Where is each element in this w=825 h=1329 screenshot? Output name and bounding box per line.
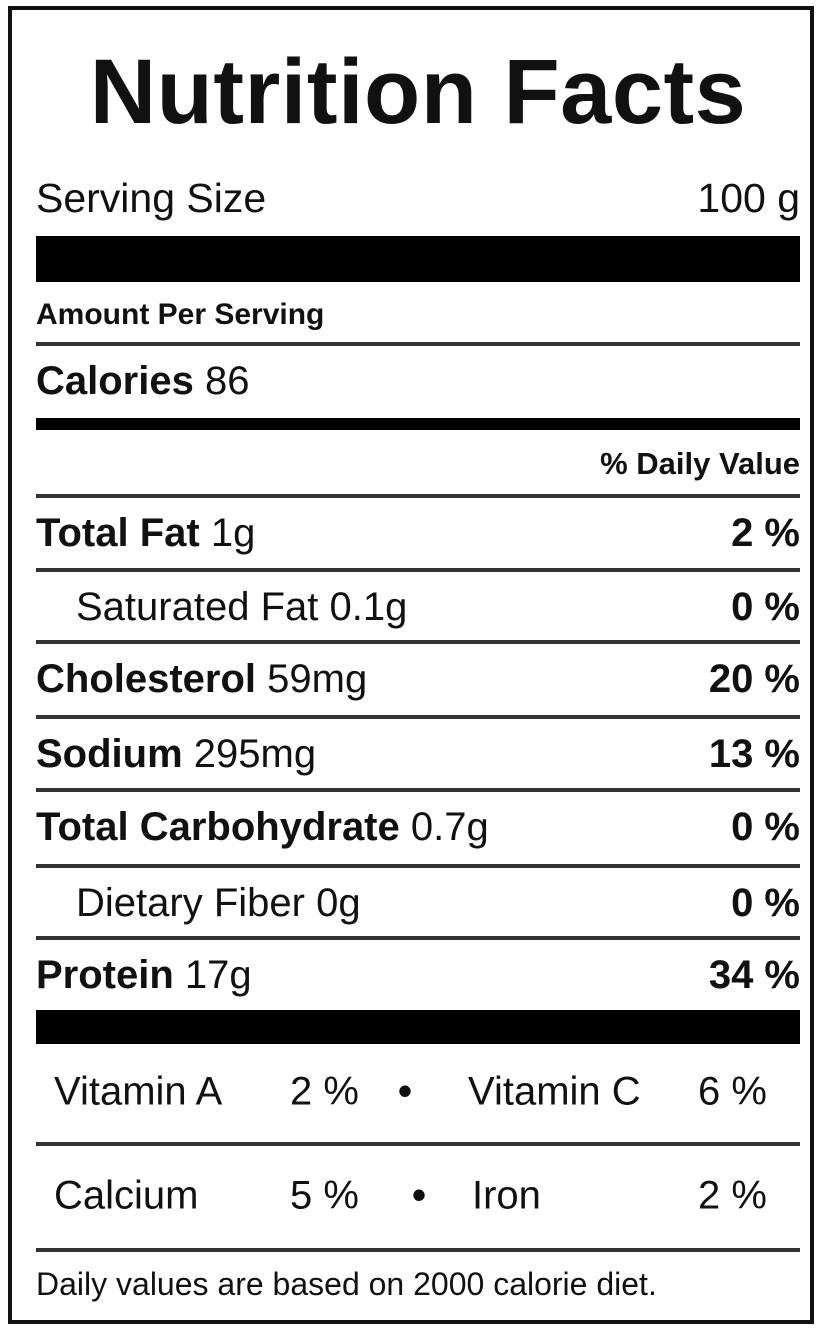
divider [36, 1142, 800, 1146]
nutrient-amount: 17g [184, 952, 252, 997]
calcium-label: Calcium [54, 1173, 199, 1218]
nutrient-name: Protein [36, 952, 174, 997]
calories-label: Calories [36, 358, 194, 403]
nutrient-name: Saturated Fat [76, 584, 319, 629]
minerals-row: Calcium 5 % • Iron 2 % [36, 1148, 800, 1244]
divider [36, 640, 800, 644]
divider [36, 342, 800, 346]
nutrient-row-protein: Protein 17g 34 % [36, 940, 800, 1010]
nutrient-daily-value: 0 % [731, 880, 800, 925]
divider [36, 864, 800, 868]
divider [36, 1248, 800, 1252]
thick-divider [36, 1010, 800, 1044]
nutrition-label: Nutrition Facts Serving Size 100 g Amoun… [8, 6, 814, 1324]
nutrient-amount: 0g [316, 880, 361, 925]
serving-size-row: Serving Size 100 g [36, 170, 800, 226]
nutrition-label-content: Nutrition Facts Serving Size 100 g Amoun… [36, 10, 800, 1320]
nutrient-amount: 0.1g [329, 584, 408, 629]
medium-divider [36, 418, 800, 430]
nutrient-name: Total Carbohydrate [36, 804, 400, 849]
nutrient-name: Dietary Fiber [76, 880, 305, 925]
iron-label: Iron [472, 1173, 541, 1218]
vitamin-c-label: Vitamin C [468, 1069, 641, 1114]
nutrient-daily-value: 13 % [708, 731, 800, 776]
nutrient-row-dietary-fiber: Dietary Fiber 0g 0 % [36, 868, 800, 938]
nutrient-row-sodium: Sodium 295mg 13 % [36, 719, 800, 789]
label-title: Nutrition Facts [89, 41, 747, 143]
nutrient-row-saturated-fat: Saturated Fat 0.1g 0 % [36, 572, 800, 642]
vitamin-c-value: 6 % [698, 1069, 767, 1114]
vitamin-a-label: Vitamin A [54, 1069, 223, 1114]
nutrient-name: Cholesterol [36, 656, 257, 701]
serving-size-label: Serving Size [36, 174, 267, 221]
nutrient-daily-value: 2 % [731, 510, 800, 555]
nutrient-name: Total Fat [36, 510, 200, 555]
divider [36, 568, 800, 572]
daily-value-header: % Daily Value [600, 446, 800, 481]
divider [36, 715, 800, 719]
footnote: Daily values are based on 2000 calorie d… [36, 1265, 657, 1302]
vitamins-row: Vitamin A 2 % • Vitamin C 6 % [36, 1044, 800, 1140]
nutrient-daily-value: 0 % [731, 584, 800, 629]
nutrient-row-total-fat: Total Fat 1g 2 % [36, 498, 800, 568]
vitamin-a-value: 2 % [290, 1069, 359, 1114]
calories-value: 86 [204, 358, 250, 403]
nutrient-row-total-carbohydrate: Total Carbohydrate 0.7g 0 % [36, 792, 800, 862]
nutrient-amount: 0.7g [410, 804, 489, 849]
nutrient-amount: 59mg [267, 656, 368, 701]
divider [36, 936, 800, 940]
nutrient-daily-value: 0 % [731, 804, 800, 849]
nutrient-daily-value: 34 % [708, 952, 800, 997]
serving-size-value: 100 g [697, 174, 800, 221]
nutrient-amount: 295mg [193, 731, 317, 776]
amount-per-serving: Amount Per Serving [36, 298, 325, 331]
divider [36, 494, 800, 498]
calories-row: Calories 86 [36, 348, 800, 414]
nutrient-daily-value: 20 % [708, 656, 800, 701]
separator-dot: • [398, 1069, 413, 1114]
calcium-value: 5 % [290, 1173, 359, 1218]
nutrient-row-cholesterol: Cholesterol 59mg 20 % [36, 644, 800, 714]
separator-dot: • [412, 1173, 427, 1218]
nutrient-amount: 1g [210, 510, 256, 555]
nutrient-name: Sodium [36, 731, 183, 776]
thick-divider [36, 236, 800, 282]
divider [36, 788, 800, 792]
iron-value: 2 % [698, 1173, 767, 1218]
